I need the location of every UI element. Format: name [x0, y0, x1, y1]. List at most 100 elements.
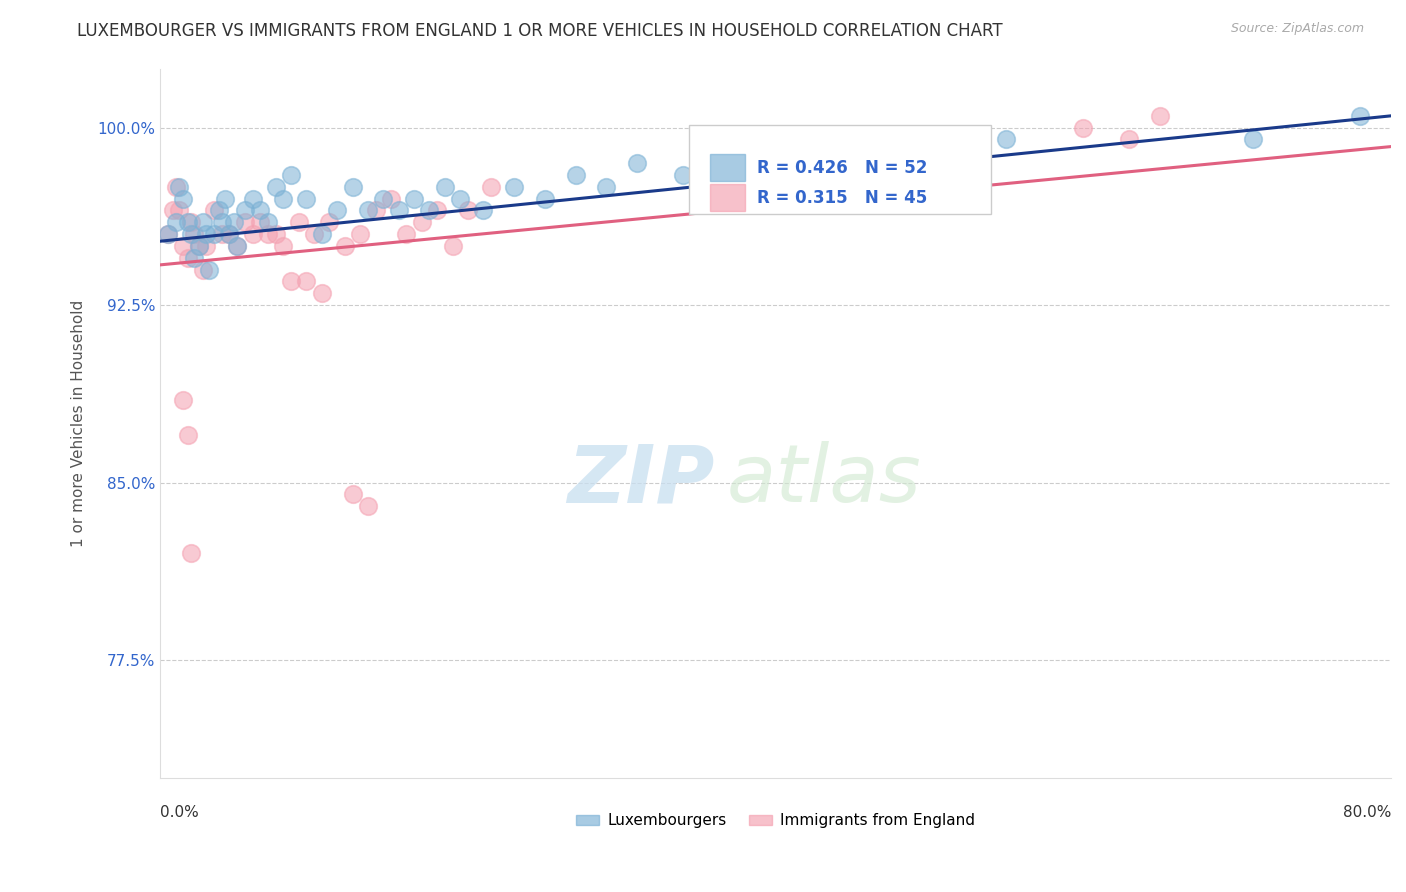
Point: [357, 499, 380, 513]
Point: [302, 227, 325, 241]
Point: [364, 203, 387, 218]
Point: [257, 227, 280, 241]
Point: [233, 203, 256, 218]
Point: [257, 215, 280, 229]
Point: [187, 239, 209, 253]
Point: [295, 275, 318, 289]
Point: [479, 179, 502, 194]
Point: [264, 179, 287, 194]
Point: [187, 239, 209, 253]
Point: [311, 286, 333, 301]
Point: [172, 239, 194, 253]
Point: [441, 239, 464, 253]
Text: 0.0%: 0.0%: [160, 805, 200, 821]
Point: [295, 192, 318, 206]
FancyBboxPatch shape: [710, 154, 745, 181]
Point: [418, 203, 440, 218]
Y-axis label: 1 or more Vehicles in Household: 1 or more Vehicles in Household: [72, 300, 86, 547]
Point: [172, 392, 194, 407]
Text: R = 0.315   N = 45: R = 0.315 N = 45: [758, 189, 928, 207]
Point: [271, 239, 294, 253]
FancyBboxPatch shape: [710, 185, 745, 211]
Point: [202, 203, 225, 218]
Point: [718, 179, 741, 194]
Point: [242, 227, 264, 241]
Point: [342, 487, 364, 501]
Point: [167, 203, 190, 218]
Point: [395, 227, 418, 241]
Point: [749, 145, 772, 159]
Point: [564, 168, 586, 182]
Text: atlas: atlas: [727, 442, 921, 519]
Point: [287, 215, 309, 229]
Point: [183, 251, 205, 265]
Point: [180, 215, 202, 229]
Point: [208, 203, 231, 218]
Point: [503, 179, 526, 194]
Point: [162, 203, 184, 218]
Legend: Luxembourgers, Immigrants from England: Luxembourgers, Immigrants from England: [571, 807, 981, 834]
Point: [349, 227, 371, 241]
Text: 80.0%: 80.0%: [1343, 805, 1391, 821]
Point: [872, 145, 894, 159]
Point: [825, 168, 848, 182]
Point: [280, 168, 302, 182]
Point: [271, 192, 294, 206]
Point: [342, 179, 364, 194]
Point: [183, 227, 205, 241]
Point: [333, 239, 356, 253]
Point: [1118, 132, 1140, 146]
Text: R = 0.426   N = 52: R = 0.426 N = 52: [758, 159, 928, 177]
Point: [449, 192, 471, 206]
Point: [1071, 120, 1094, 135]
Point: [198, 262, 221, 277]
Point: [249, 215, 271, 229]
Text: Source: ZipAtlas.com: Source: ZipAtlas.com: [1230, 22, 1364, 36]
Point: [193, 262, 215, 277]
Point: [264, 227, 287, 241]
Point: [672, 168, 695, 182]
Point: [433, 179, 456, 194]
Point: [165, 179, 187, 194]
Point: [918, 156, 941, 170]
Point: [233, 215, 256, 229]
Point: [177, 215, 200, 229]
Point: [177, 251, 200, 265]
Point: [156, 227, 179, 241]
Point: [211, 215, 233, 229]
Point: [202, 227, 225, 241]
Point: [1241, 132, 1264, 146]
Point: [411, 215, 433, 229]
Point: [249, 203, 271, 218]
Point: [626, 156, 648, 170]
Point: [357, 203, 380, 218]
Point: [180, 546, 202, 560]
Point: [402, 192, 425, 206]
Point: [373, 192, 395, 206]
Point: [226, 239, 249, 253]
Point: [242, 192, 264, 206]
Point: [1149, 109, 1171, 123]
Point: [211, 227, 233, 241]
Point: [177, 428, 200, 442]
Point: [218, 227, 240, 241]
Point: [195, 239, 218, 253]
Point: [780, 156, 803, 170]
Point: [218, 227, 240, 241]
Point: [380, 192, 402, 206]
Text: LUXEMBOURGER VS IMMIGRANTS FROM ENGLAND 1 OR MORE VEHICLES IN HOUSEHOLD CORRELAT: LUXEMBOURGER VS IMMIGRANTS FROM ENGLAND …: [77, 22, 1002, 40]
Point: [167, 179, 190, 194]
FancyBboxPatch shape: [689, 125, 991, 214]
Point: [172, 192, 194, 206]
Point: [426, 203, 449, 218]
Point: [534, 192, 557, 206]
Point: [214, 192, 236, 206]
Point: [226, 239, 249, 253]
Point: [180, 227, 202, 241]
Point: [472, 203, 495, 218]
Point: [222, 215, 245, 229]
Point: [595, 179, 617, 194]
Point: [457, 203, 479, 218]
Point: [995, 132, 1018, 146]
Point: [388, 203, 411, 218]
